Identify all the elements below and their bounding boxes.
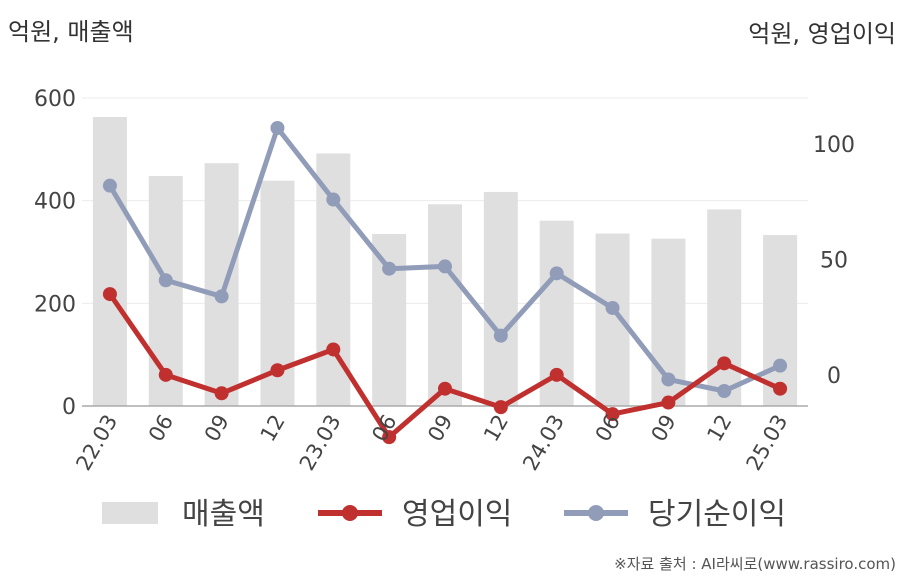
bar-revenue bbox=[92, 116, 127, 406]
point-operating-profit bbox=[549, 367, 564, 382]
right-tick-label: 50 bbox=[820, 248, 848, 273]
point-net-profit bbox=[773, 358, 788, 373]
point-net-profit bbox=[158, 273, 173, 288]
x-tick-label: 06 bbox=[591, 411, 625, 446]
point-net-profit bbox=[326, 192, 341, 207]
bar-revenue bbox=[148, 176, 183, 406]
x-tick-label: 12 bbox=[702, 411, 736, 446]
legend-label-operating-profit: 영업이익 bbox=[402, 497, 512, 532]
x-tick-label: 12 bbox=[256, 411, 290, 446]
point-operating-profit bbox=[102, 287, 117, 302]
point-operating-profit bbox=[382, 430, 397, 445]
point-net-profit bbox=[493, 328, 508, 343]
x-axis-ticks: 22.03 06 09 12 23.03 06 09 12 24.03 06 09 12 25.03 bbox=[71, 411, 792, 475]
legend-marker-operating-profit bbox=[342, 505, 358, 521]
point-net-profit bbox=[605, 300, 620, 315]
point-operating-profit bbox=[326, 342, 341, 357]
legend-swatch-revenue bbox=[102, 502, 158, 524]
x-tick-label: 06 bbox=[367, 411, 401, 446]
left-axis-ticks: 0 200 400 600 bbox=[34, 87, 76, 420]
left-tick-label: 0 bbox=[62, 395, 76, 420]
legend: 매출액 영업이익 당기순이익 bbox=[102, 497, 786, 532]
left-tick-label: 400 bbox=[34, 190, 76, 215]
bar-revenue bbox=[483, 191, 518, 406]
left-tick-label: 200 bbox=[34, 292, 76, 317]
x-tick-label: 09 bbox=[647, 411, 681, 446]
source-note: ※자료 출처 : AI라씨로(www.rassiro.com) bbox=[614, 555, 896, 573]
point-operating-profit bbox=[438, 381, 452, 396]
point-operating-profit bbox=[270, 363, 285, 378]
x-tick-label: 09 bbox=[423, 411, 457, 446]
point-net-profit bbox=[717, 384, 732, 399]
x-tick-label: 09 bbox=[200, 411, 234, 446]
right-tick-label: 100 bbox=[813, 133, 855, 158]
legend-label-revenue: 매출액 bbox=[182, 497, 265, 532]
point-operating-profit bbox=[214, 386, 229, 401]
right-axis-unit-label: 억원, 영업이익 bbox=[748, 20, 896, 48]
point-operating-profit bbox=[661, 395, 676, 410]
point-operating-profit bbox=[158, 367, 173, 382]
point-operating-profit bbox=[717, 356, 732, 371]
bar-series-revenue bbox=[92, 116, 798, 406]
point-operating-profit bbox=[605, 407, 620, 422]
right-tick-label: 0 bbox=[827, 364, 841, 389]
line-series bbox=[102, 120, 788, 445]
point-net-profit bbox=[549, 266, 564, 281]
right-axis-ticks: 0 50 100 bbox=[813, 133, 855, 389]
x-tick-label: 24.03 bbox=[518, 411, 569, 475]
x-tick-label: 06 bbox=[144, 411, 178, 446]
x-tick-label: 22.03 bbox=[71, 411, 122, 475]
point-operating-profit bbox=[493, 400, 508, 415]
bar-revenue bbox=[707, 209, 742, 406]
bar-revenue bbox=[204, 163, 239, 406]
x-tick-label: 25.03 bbox=[742, 411, 793, 475]
left-axis-unit-label: 억원, 매출액 bbox=[8, 18, 134, 46]
x-tick-label: 12 bbox=[479, 411, 513, 446]
point-net-profit bbox=[270, 120, 285, 135]
point-net-profit bbox=[438, 259, 452, 274]
legend-label-net-profit: 당기순이익 bbox=[648, 497, 786, 532]
point-net-profit bbox=[661, 372, 676, 387]
bar-revenue bbox=[428, 204, 462, 406]
legend-marker-net-profit bbox=[588, 505, 604, 521]
bar-revenue bbox=[763, 235, 798, 406]
bar-revenue bbox=[372, 234, 407, 406]
point-net-profit bbox=[102, 178, 117, 193]
point-net-profit bbox=[214, 289, 229, 304]
point-operating-profit bbox=[773, 381, 788, 396]
x-tick-label: 23.03 bbox=[295, 411, 346, 475]
left-tick-label: 600 bbox=[34, 87, 76, 112]
point-net-profit bbox=[382, 261, 397, 276]
